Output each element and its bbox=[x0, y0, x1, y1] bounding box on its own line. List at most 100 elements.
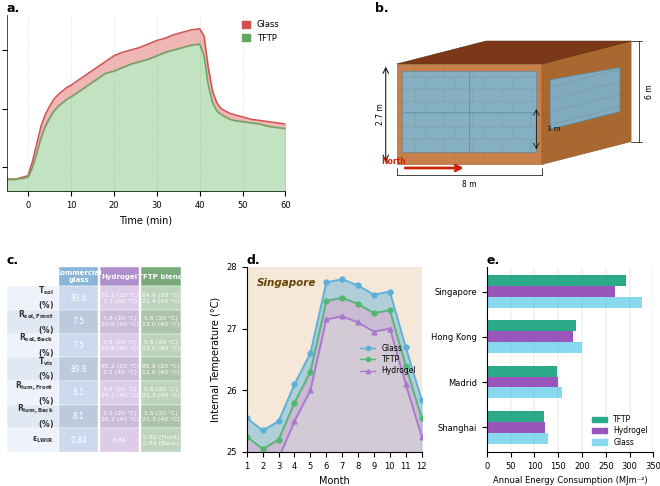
Text: 89.8: 89.8 bbox=[71, 364, 87, 374]
TFTP bbox=[275, 437, 282, 443]
FancyBboxPatch shape bbox=[141, 381, 181, 405]
TFTP bbox=[230, 118, 238, 123]
Glass bbox=[178, 29, 186, 35]
Glass bbox=[92, 65, 100, 70]
Text: 5.6 (20 °C)
26.2 (40 °C): 5.6 (20 °C) 26.2 (40 °C) bbox=[101, 411, 139, 422]
TFTP bbox=[187, 42, 195, 48]
Legend: Glass, TFTP, Hydrogel: Glass, TFTP, Hydrogel bbox=[358, 342, 418, 377]
TFTP bbox=[306, 369, 314, 375]
Polygon shape bbox=[397, 64, 542, 164]
Text: d.: d. bbox=[247, 254, 261, 267]
Hydrogel bbox=[370, 329, 378, 334]
Hydrogel bbox=[386, 326, 394, 331]
Glass bbox=[418, 397, 426, 402]
FancyBboxPatch shape bbox=[100, 286, 139, 310]
Bar bbox=[487, 422, 545, 433]
TFTP bbox=[204, 82, 212, 88]
Glass bbox=[187, 27, 195, 33]
Text: a.: a. bbox=[7, 1, 20, 15]
Glass bbox=[11, 176, 19, 182]
Glass bbox=[204, 65, 212, 70]
Glass bbox=[213, 100, 220, 105]
TFTP bbox=[127, 61, 135, 67]
FancyBboxPatch shape bbox=[100, 405, 139, 428]
Hydrogel bbox=[243, 452, 251, 458]
Line: Glass: Glass bbox=[244, 277, 424, 433]
TFTP bbox=[28, 164, 36, 170]
Glass bbox=[259, 428, 267, 434]
Polygon shape bbox=[397, 41, 631, 64]
TFTP bbox=[354, 301, 362, 307]
FancyBboxPatch shape bbox=[59, 381, 98, 405]
TFTP bbox=[386, 307, 394, 313]
Glass bbox=[110, 53, 117, 59]
Glass bbox=[386, 289, 394, 295]
Text: 5.8 (20 °C)
20.8 (40 °C): 5.8 (20 °C) 20.8 (40 °C) bbox=[101, 316, 139, 327]
TFTP bbox=[418, 415, 426, 421]
TFTP bbox=[209, 100, 216, 105]
FancyBboxPatch shape bbox=[100, 381, 139, 405]
FancyBboxPatch shape bbox=[7, 357, 59, 381]
FancyBboxPatch shape bbox=[100, 267, 139, 286]
Text: 8.1: 8.1 bbox=[73, 412, 84, 421]
Glass bbox=[20, 174, 28, 180]
Text: $\mathbf{R}$$_{\mathbf{sol,Front}}$
$\mathbf{(\%)}$: $\mathbf{R}$$_{\mathbf{sol,Front}}$ $\ma… bbox=[18, 308, 54, 335]
Glass bbox=[28, 158, 36, 164]
Glass bbox=[370, 292, 378, 297]
TFTP bbox=[259, 446, 267, 452]
TFTP bbox=[273, 124, 280, 130]
Bar bbox=[487, 331, 574, 342]
Text: 7.5: 7.5 bbox=[73, 341, 84, 350]
Glass bbox=[338, 276, 346, 282]
Glass bbox=[195, 26, 203, 32]
Text: 5.6 (20 °C)
13.0 (40 °C): 5.6 (20 °C) 13.0 (40 °C) bbox=[142, 340, 180, 351]
TFTP bbox=[195, 41, 203, 47]
TFTP bbox=[67, 94, 75, 100]
FancyBboxPatch shape bbox=[141, 428, 181, 452]
Glass bbox=[281, 121, 289, 127]
Bar bbox=[487, 387, 562, 399]
FancyBboxPatch shape bbox=[59, 286, 98, 310]
Text: TFTP blend: TFTP blend bbox=[139, 274, 183, 279]
Polygon shape bbox=[542, 41, 631, 164]
Text: 85.2 (20 °C)
5.1 (40 °C): 85.2 (20 °C) 5.1 (40 °C) bbox=[101, 364, 139, 375]
Text: $\mathbf{R}$$_{\mathbf{sol,Back}}$
$\mathbf{(\%)}$: $\mathbf{R}$$_{\mathbf{sol,Back}}$ $\mat… bbox=[20, 331, 54, 359]
Text: 2.7 m: 2.7 m bbox=[376, 104, 385, 125]
TFTP bbox=[170, 47, 178, 53]
Glass bbox=[46, 104, 53, 109]
Glass bbox=[63, 85, 71, 90]
Text: 5.8 (20 °C)
20.8 (40 °C): 5.8 (20 °C) 20.8 (40 °C) bbox=[101, 340, 139, 351]
Glass bbox=[37, 123, 45, 129]
Glass bbox=[322, 279, 330, 285]
Text: $\mathbf{ε}$$_{\mathbf{LWIR}}$: $\mathbf{ε}$$_{\mathbf{LWIR}}$ bbox=[32, 435, 54, 445]
TFTP bbox=[110, 68, 117, 74]
TFTP bbox=[50, 108, 57, 114]
Bar bbox=[487, 342, 582, 353]
FancyBboxPatch shape bbox=[100, 333, 139, 357]
Glass bbox=[24, 173, 32, 178]
Glass bbox=[135, 45, 143, 51]
Text: 0.84: 0.84 bbox=[70, 435, 87, 445]
Text: 81.2 (20 °C)
7.7 (40 °C): 81.2 (20 °C) 7.7 (40 °C) bbox=[101, 293, 139, 303]
Hydrogel bbox=[354, 319, 362, 325]
Text: North: North bbox=[381, 157, 407, 166]
FancyBboxPatch shape bbox=[141, 310, 181, 333]
Text: $\mathbf{T}$$_{\mathbf{sol}}$
$\mathbf{(\%)}$: $\mathbf{T}$$_{\mathbf{sol}}$ $\mathbf{(… bbox=[38, 285, 54, 311]
Bar bbox=[487, 377, 558, 387]
TFTP bbox=[281, 126, 289, 132]
Hydrogel bbox=[259, 465, 267, 470]
Glass bbox=[200, 33, 208, 39]
Legend: Glass, TFTP: Glass, TFTP bbox=[240, 19, 281, 44]
TFTP bbox=[338, 295, 346, 301]
Glass bbox=[84, 70, 92, 76]
TFTP bbox=[370, 310, 378, 316]
Text: 85.9 (20 °C)
12.6 (40 °C): 85.9 (20 °C) 12.6 (40 °C) bbox=[142, 364, 180, 375]
Bar bbox=[487, 411, 544, 422]
Glass bbox=[32, 141, 40, 147]
Text: $\mathbf{R}$$_{\mathbf{lum,Front}}$
$\mathbf{(\%)}$: $\mathbf{R}$$_{\mathbf{lum,Front}}$ $\ma… bbox=[15, 379, 54, 407]
TFTP bbox=[178, 45, 186, 51]
TFTP bbox=[213, 108, 220, 114]
Glass bbox=[54, 91, 62, 97]
Glass bbox=[152, 37, 160, 43]
Line: TFTP: TFTP bbox=[244, 295, 424, 451]
